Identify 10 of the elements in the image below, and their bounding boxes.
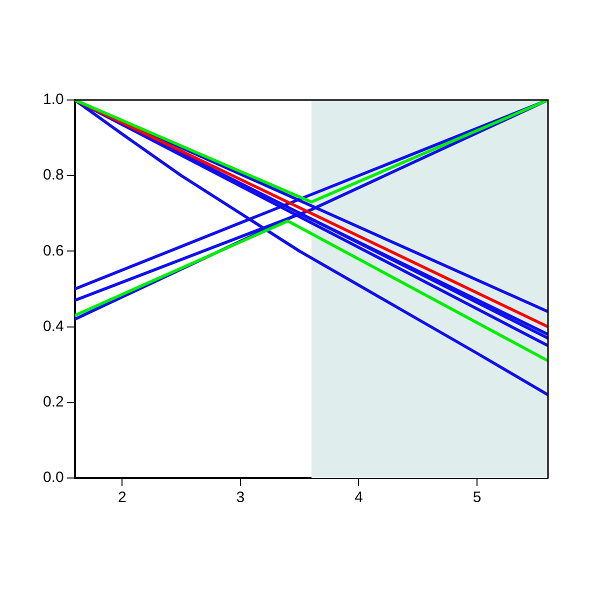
y-tick-label: 0.8	[42, 166, 64, 184]
x-tick-label: 5	[472, 489, 482, 506]
y-tick-label: 0.0	[42, 469, 64, 486]
y-tick-label: 0.4	[42, 318, 64, 335]
y-tick-label: 1.0	[42, 91, 64, 108]
x-tick-label: 4	[354, 489, 363, 506]
y-tick-label: 0.6	[42, 242, 64, 260]
x-tick-label: 2	[118, 489, 126, 506]
y-tick-label: 0.2	[42, 394, 64, 411]
x-tick-label: 3	[236, 489, 245, 506]
